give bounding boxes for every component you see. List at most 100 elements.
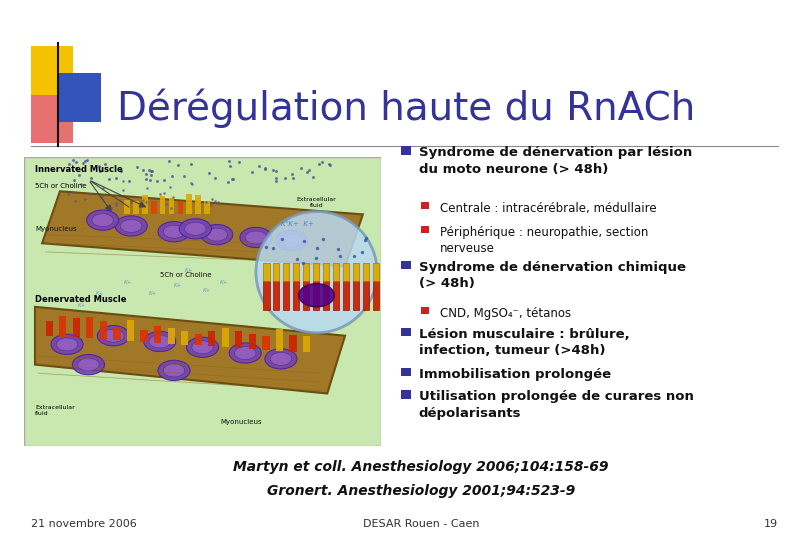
Bar <box>283 281 289 310</box>
Text: Myonucleus: Myonucleus <box>220 420 262 426</box>
Text: Dérégulation haute du RnACh: Dérégulation haute du RnACh <box>117 88 696 128</box>
Text: K+: K+ <box>185 268 193 273</box>
Bar <box>333 264 339 281</box>
Text: Extracellular
fluid: Extracellular fluid <box>35 405 75 416</box>
Bar <box>168 328 175 343</box>
Text: Périphérique : neuropathie, section
nerveuse: Périphérique : neuropathie, section nerv… <box>440 226 648 255</box>
Ellipse shape <box>51 334 83 354</box>
Bar <box>273 264 279 281</box>
Bar <box>186 194 192 214</box>
Text: DESAR Rouen - Caen: DESAR Rouen - Caen <box>363 519 480 529</box>
FancyBboxPatch shape <box>24 157 381 446</box>
Bar <box>113 328 121 340</box>
Ellipse shape <box>240 227 272 248</box>
Ellipse shape <box>201 225 232 245</box>
Bar <box>151 201 156 214</box>
Bar <box>31 94 73 143</box>
Bar <box>283 264 289 281</box>
Bar <box>343 281 349 310</box>
Bar <box>100 321 107 339</box>
Ellipse shape <box>92 214 113 227</box>
Bar <box>140 330 147 342</box>
Ellipse shape <box>97 326 130 346</box>
Text: K+: K+ <box>202 288 211 293</box>
Text: K+: K+ <box>124 280 132 285</box>
Bar <box>262 336 270 350</box>
Ellipse shape <box>158 221 190 242</box>
Bar <box>293 264 300 281</box>
Ellipse shape <box>275 230 308 251</box>
Bar <box>293 281 300 310</box>
Polygon shape <box>42 191 363 266</box>
Bar <box>124 200 130 214</box>
Ellipse shape <box>103 329 124 342</box>
Text: K⁰K+  K+: K⁰K+ K+ <box>281 221 313 227</box>
Bar <box>195 195 201 214</box>
Bar <box>142 195 147 214</box>
Bar <box>59 316 66 336</box>
Bar <box>263 281 270 310</box>
Ellipse shape <box>72 354 104 375</box>
Ellipse shape <box>164 225 185 238</box>
Ellipse shape <box>299 284 335 307</box>
Text: CND, MgSO₄⁻, tétanos: CND, MgSO₄⁻, tétanos <box>440 307 571 320</box>
Bar <box>333 281 339 310</box>
Bar <box>313 264 319 281</box>
Ellipse shape <box>158 360 190 381</box>
Bar <box>313 281 319 310</box>
Text: Utilisation prolongée de curares non
dépolarisants: Utilisation prolongée de curares non dép… <box>419 390 693 420</box>
Text: 21 novembre 2006: 21 novembre 2006 <box>31 519 137 529</box>
Bar <box>273 281 279 310</box>
Text: 5Ch or Choline: 5Ch or Choline <box>160 272 211 278</box>
Text: Lésion musculaire : brûlure,
infection, tumeur (>48h): Lésion musculaire : brûlure, infection, … <box>419 328 629 357</box>
Bar <box>401 368 411 376</box>
Text: Martyn et coll. Anesthesiology 2006;104:158-69: Martyn et coll. Anesthesiology 2006;104:… <box>233 460 609 474</box>
Bar <box>303 336 310 353</box>
Ellipse shape <box>78 358 99 371</box>
Bar <box>323 264 330 281</box>
Bar <box>401 390 411 399</box>
Ellipse shape <box>281 234 302 247</box>
Bar <box>303 281 309 310</box>
Bar <box>303 264 309 281</box>
Ellipse shape <box>115 216 147 236</box>
Bar <box>373 281 379 310</box>
Ellipse shape <box>256 212 377 333</box>
Bar <box>401 146 411 155</box>
Bar <box>323 281 330 310</box>
Bar <box>343 264 349 281</box>
Bar <box>373 264 379 281</box>
Ellipse shape <box>164 364 185 377</box>
Ellipse shape <box>186 337 219 357</box>
Text: Denervated Muscle: Denervated Muscle <box>35 295 126 304</box>
Ellipse shape <box>87 210 119 230</box>
Bar <box>127 320 134 341</box>
Bar <box>59 73 101 122</box>
Bar <box>204 201 210 214</box>
Ellipse shape <box>229 343 262 363</box>
Bar <box>208 332 215 346</box>
Text: Innervated Muscle: Innervated Muscle <box>35 165 123 174</box>
Bar <box>133 201 139 214</box>
Bar <box>363 264 369 281</box>
Bar <box>353 264 360 281</box>
Text: K+: K+ <box>149 291 157 296</box>
Bar <box>87 318 93 339</box>
Ellipse shape <box>185 222 206 235</box>
Text: K+: K+ <box>78 303 86 308</box>
Bar <box>363 281 369 310</box>
Text: Myonucleus: Myonucleus <box>35 226 77 232</box>
Bar <box>276 329 283 350</box>
Text: K+: K+ <box>96 291 104 296</box>
Bar <box>235 331 242 348</box>
Text: Centrale : intracérébrale, médullaire: Centrale : intracérébrale, médullaire <box>440 202 656 215</box>
Text: K+: K+ <box>174 282 182 288</box>
Bar <box>194 334 202 346</box>
Bar <box>401 261 411 269</box>
Bar <box>160 195 165 214</box>
Bar <box>421 202 429 209</box>
Ellipse shape <box>206 228 228 241</box>
Bar <box>263 264 270 281</box>
Text: K+: K+ <box>220 280 228 285</box>
Ellipse shape <box>245 231 266 244</box>
